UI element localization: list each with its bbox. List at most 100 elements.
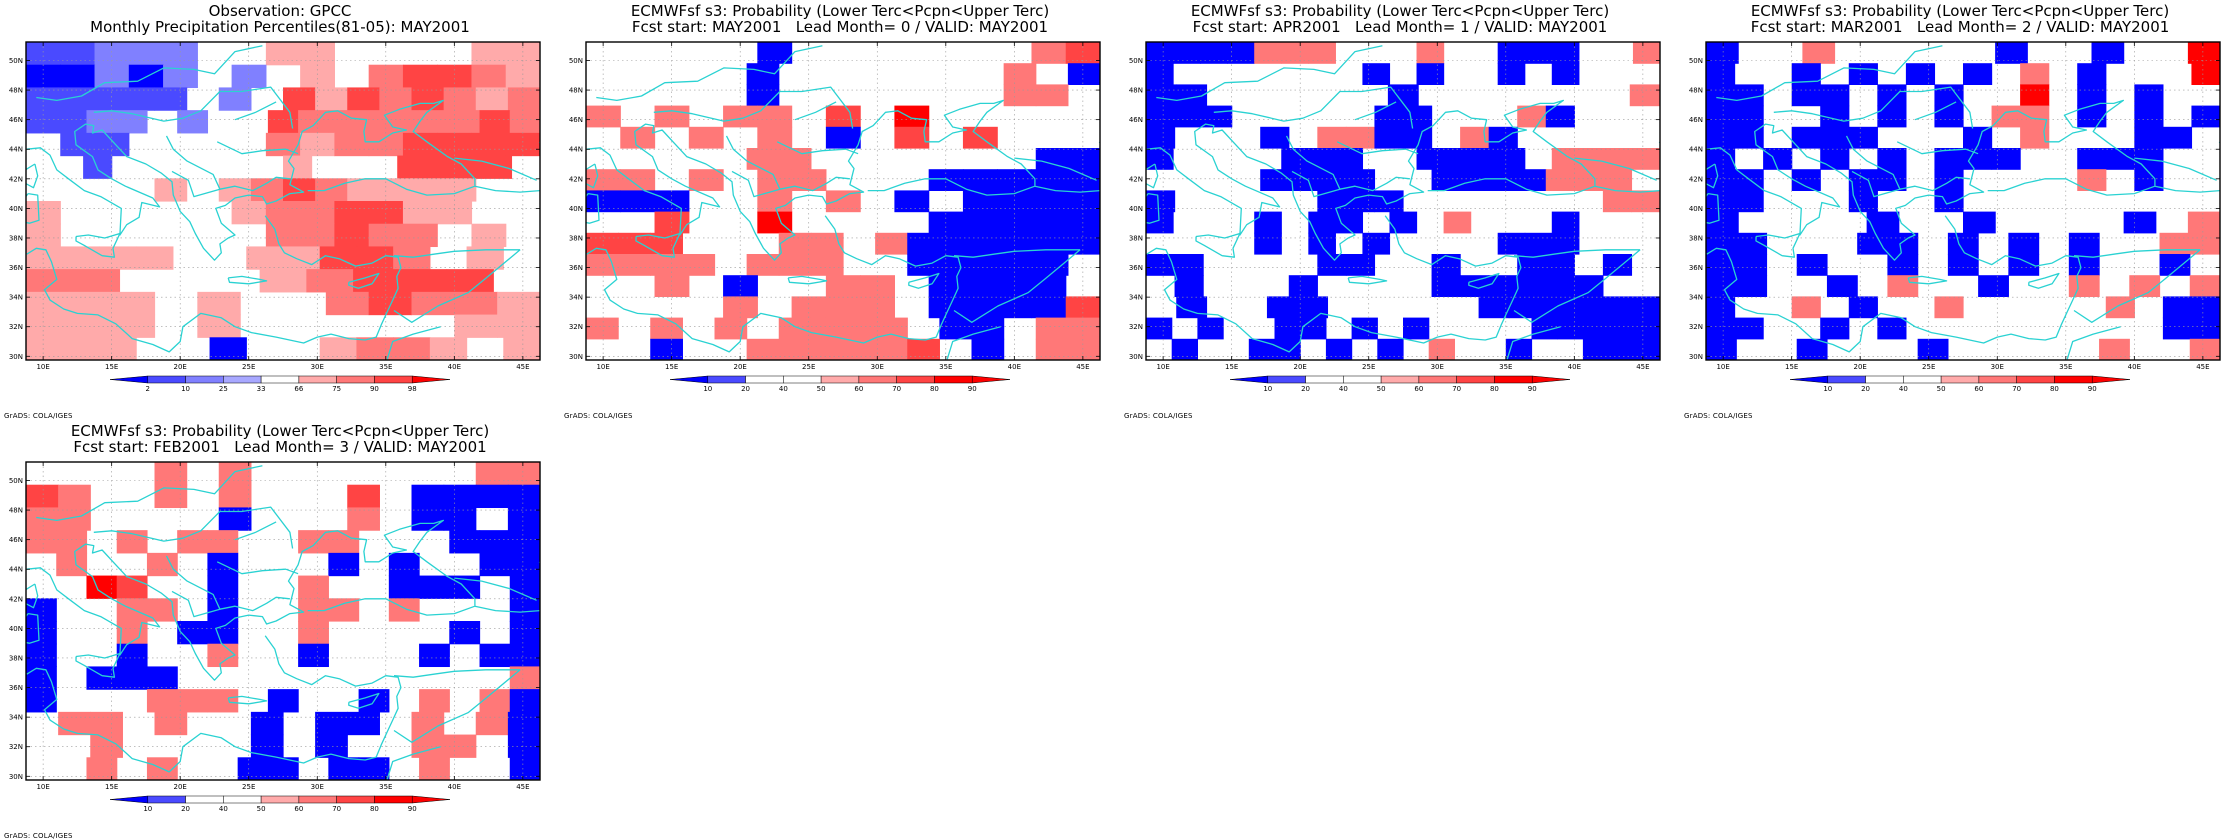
heatmap-cell	[58, 484, 91, 509]
heatmap-cell	[1599, 296, 1631, 319]
heatmap-cell	[1947, 232, 1979, 255]
y-tick-label: 32N	[9, 323, 23, 331]
colorbar-label: 90	[2088, 385, 2097, 393]
heatmap-cell	[449, 530, 481, 554]
heatmap-cell	[2191, 105, 2220, 128]
heatmap-cell	[1706, 105, 1736, 128]
heatmap-cell	[1602, 169, 1633, 191]
heatmap-cell	[207, 689, 239, 713]
heatmap-cell	[347, 711, 380, 736]
coastline	[586, 192, 600, 224]
heatmap-cell	[207, 530, 239, 554]
heatmap-cell	[875, 232, 908, 255]
y-tick-label: 32N	[1689, 323, 1703, 331]
heatmap-cell	[1335, 211, 1364, 234]
heatmap-cell	[1146, 126, 1176, 149]
heatmap-cell	[353, 269, 401, 293]
heatmap-cell	[58, 507, 91, 531]
y-tick-label: 50N	[1129, 57, 1143, 65]
heatmap-cell	[1403, 126, 1433, 149]
colorbar-label: 10	[1823, 385, 1832, 393]
y-tick-label: 34N	[1689, 294, 1703, 302]
heatmap-cell	[68, 314, 113, 338]
heatmap-cell	[62, 246, 101, 270]
heatmap-cell	[497, 314, 540, 338]
coastline	[1914, 101, 1957, 121]
heatmap-cell	[757, 126, 793, 149]
colorbar-label: 40	[1339, 385, 1348, 393]
heatmap-cell	[810, 338, 844, 360]
heatmap-cell	[586, 317, 619, 340]
heatmap-cell	[1551, 211, 1580, 234]
chart-panel-1: Observation: GPCC Monthly Precipitation P…	[0, 0, 560, 420]
heatmap-cell	[1557, 317, 1584, 340]
heatmap-cell	[1734, 126, 1764, 149]
x-tick-label: 30E	[1431, 363, 1444, 371]
x-tick-label: 30E	[871, 363, 884, 371]
colorbar-segment	[336, 795, 375, 804]
colorbar-segment	[1865, 375, 1904, 384]
heatmap-cell	[509, 575, 540, 599]
y-tick-label: 38N	[9, 654, 23, 662]
heatmap-cell	[723, 275, 758, 297]
heatmap-cell	[402, 223, 438, 248]
heatmap-cells	[26, 42, 540, 360]
heatmap-cell	[177, 621, 209, 645]
heatmap-cell	[1431, 254, 1461, 276]
heatmap-cell	[358, 757, 390, 780]
heatmap-cell	[122, 87, 156, 111]
heatmap-cell	[26, 666, 57, 690]
heatmap-cell	[1820, 148, 1850, 170]
y-tick-label: 42N	[9, 595, 23, 603]
heatmap-cell	[218, 507, 252, 531]
colorbar-label: 20	[1301, 385, 1310, 393]
heatmap-cell	[971, 317, 1005, 340]
heatmap-cell	[475, 484, 509, 509]
heatmap-cell	[928, 169, 964, 191]
heatmap-cell	[419, 643, 450, 668]
coastline	[393, 249, 521, 323]
colorbar-label: 10	[1263, 385, 1272, 393]
heatmap-cell	[298, 598, 329, 622]
heatmap-cell	[347, 507, 380, 531]
heatmap-cell	[1308, 211, 1336, 234]
heatmap-cell	[419, 575, 450, 599]
coastline	[75, 232, 121, 258]
heatmap-cell	[315, 734, 348, 758]
heatmap-cell	[1706, 317, 1736, 340]
heatmap-cell	[2008, 232, 2040, 255]
coastline	[386, 746, 441, 780]
heatmap-cell	[437, 201, 473, 225]
heatmap-cell	[962, 190, 998, 213]
x-tick-label: 20E	[174, 363, 187, 371]
chart-title-line2: Monthly Precipitation Percentiles(81-05)…	[90, 18, 470, 36]
colorbar-segment	[1380, 375, 1420, 384]
heatmap-cell	[1146, 190, 1176, 213]
coastline	[93, 506, 294, 549]
heatmap-cell	[419, 689, 450, 713]
heatmap-cell	[1877, 317, 1907, 340]
coastline	[1513, 249, 1641, 323]
heatmap-cell	[1848, 63, 1878, 85]
heatmap-cell	[300, 64, 335, 89]
heatmap-cell	[393, 337, 431, 360]
map-plot: 10E 15E 20E 25E 30E 35E 40E 45E 30N 32N 34N 36N 38N 4…	[9, 461, 541, 813]
y-tick-label: 40N	[1129, 205, 1143, 213]
chart-panel-2: ECMWFsf s3: Probability (Lower Terc<Pcpn…	[560, 0, 1120, 420]
heatmap-cell	[1146, 63, 1174, 85]
colorbar-segment	[336, 375, 375, 384]
heatmap-cell	[682, 254, 716, 276]
y-tick-label: 46N	[9, 116, 23, 124]
heatmap-cell	[1065, 42, 1100, 64]
heatmap-cell	[62, 337, 101, 360]
heatmap-cell	[334, 132, 370, 157]
heatmap-cell	[875, 338, 908, 360]
y-tick-label: 32N	[9, 743, 23, 751]
heatmap-cell	[997, 169, 1033, 191]
heatmap-cell	[1796, 338, 1828, 360]
heatmap-cell	[454, 155, 484, 179]
colorbar-segment	[374, 375, 413, 384]
heatmap-cell	[1266, 296, 1298, 319]
heatmap-cell	[163, 42, 198, 66]
colorbar-label: 40	[219, 805, 228, 813]
